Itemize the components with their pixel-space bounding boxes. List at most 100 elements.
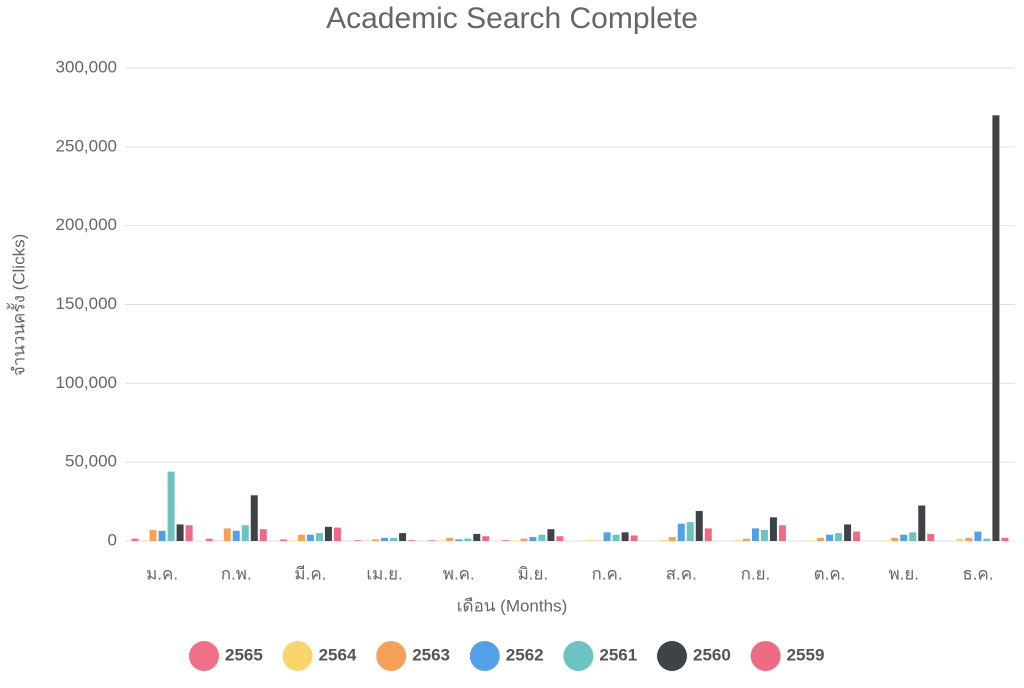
bar xyxy=(307,535,314,541)
bar xyxy=(965,538,972,541)
x-tick-label: ก.ค. xyxy=(592,564,623,583)
bar xyxy=(696,511,703,541)
bar xyxy=(631,535,638,541)
bar xyxy=(927,534,934,541)
bar xyxy=(325,527,332,541)
legend-label: 2560 xyxy=(693,645,731,664)
bar xyxy=(168,472,175,541)
x-tick-label: ส.ค. xyxy=(666,564,697,583)
bar xyxy=(242,525,249,541)
bar xyxy=(556,536,563,541)
legend-label: 2562 xyxy=(506,645,544,664)
bar xyxy=(446,538,453,541)
bar xyxy=(316,533,323,541)
bar xyxy=(586,540,593,541)
bar xyxy=(150,530,157,541)
bar xyxy=(502,540,509,541)
bar xyxy=(298,535,305,541)
y-tick-label: 150,000 xyxy=(56,294,117,313)
x-tick-label: ธ.ค. xyxy=(962,564,993,583)
bar xyxy=(186,525,193,541)
bar xyxy=(826,535,833,541)
bar xyxy=(705,528,712,541)
legend-label: 2565 xyxy=(225,645,263,664)
x-tick-label: มี.ค. xyxy=(294,564,326,583)
bar xyxy=(473,534,480,541)
bar xyxy=(891,538,898,541)
bar xyxy=(992,115,999,541)
x-tick-label: พ.ค. xyxy=(443,564,475,583)
bar xyxy=(752,528,759,541)
bar xyxy=(381,538,388,541)
bar xyxy=(734,540,741,541)
bar xyxy=(251,495,258,541)
bar xyxy=(669,537,676,541)
x-tick-label: ก.ย. xyxy=(741,564,771,583)
bar xyxy=(520,539,527,541)
legend-marker xyxy=(751,641,781,671)
bar xyxy=(853,532,860,541)
bar xyxy=(900,535,907,541)
bar xyxy=(604,532,611,541)
bar xyxy=(613,535,620,541)
bar xyxy=(354,540,361,541)
bar xyxy=(177,524,184,541)
bar xyxy=(408,540,415,541)
legend-marker xyxy=(283,641,313,671)
bar xyxy=(260,529,267,541)
bar xyxy=(529,537,536,541)
bar xyxy=(844,524,851,541)
bar xyxy=(956,539,963,541)
y-tick-label: 250,000 xyxy=(56,136,117,155)
bar xyxy=(334,528,341,541)
bar xyxy=(372,539,379,541)
y-tick-label: 200,000 xyxy=(56,215,117,234)
y-tick-label: 0 xyxy=(108,530,117,549)
bar xyxy=(1001,538,1008,541)
bar xyxy=(835,533,842,541)
bar xyxy=(547,529,554,541)
legend-marker xyxy=(189,641,219,671)
bar xyxy=(660,540,667,541)
x-tick-label: เม.ย. xyxy=(366,564,402,583)
chart-title: Academic Search Complete xyxy=(326,2,698,35)
bar xyxy=(132,539,139,541)
bar xyxy=(280,539,287,541)
bar xyxy=(233,531,240,541)
bar xyxy=(761,530,768,541)
x-tick-label: พ.ย. xyxy=(888,564,919,583)
bar xyxy=(909,532,916,541)
bar xyxy=(918,506,925,541)
legend-label: 2563 xyxy=(412,645,450,664)
bar xyxy=(687,522,694,541)
bar xyxy=(779,525,786,541)
bar xyxy=(983,539,990,541)
y-tick-label: 300,000 xyxy=(56,57,117,76)
bar xyxy=(678,524,685,541)
legend-label: 2564 xyxy=(319,645,357,664)
bar xyxy=(206,539,213,541)
x-tick-label: ต.ค. xyxy=(814,564,846,583)
x-tick-label: ม.ค. xyxy=(146,564,178,583)
bar xyxy=(399,533,406,541)
bar xyxy=(622,532,629,541)
x-tick-label: ก.พ. xyxy=(221,564,252,583)
bar xyxy=(817,538,824,541)
legend-marker xyxy=(563,641,593,671)
y-tick-label: 100,000 xyxy=(56,373,117,392)
bar xyxy=(770,517,777,541)
legend-marker xyxy=(376,641,406,671)
bar xyxy=(482,536,489,541)
bar xyxy=(974,532,981,541)
bar xyxy=(159,531,166,541)
y-axis-title: จำนวนครั้ง (Clicks) xyxy=(6,234,28,376)
bar xyxy=(538,535,545,541)
legend-marker xyxy=(470,641,500,671)
x-tick-label: มิ.ย. xyxy=(518,564,549,583)
bar xyxy=(224,528,231,541)
legend-label: 2561 xyxy=(599,645,637,664)
bar xyxy=(743,539,750,541)
bar xyxy=(455,539,462,541)
bar xyxy=(390,538,397,541)
